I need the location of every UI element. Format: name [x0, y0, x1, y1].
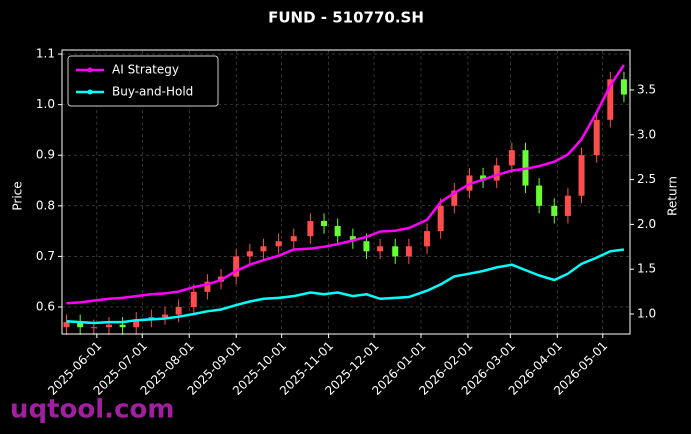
y2-tick-label: 1.5	[637, 262, 656, 276]
candle-body	[204, 281, 211, 292]
candle-body	[77, 322, 84, 328]
candle-body	[424, 231, 431, 247]
candle-body	[161, 314, 168, 318]
candle-body	[508, 150, 515, 166]
line-series	[66, 64, 625, 305]
candle-body	[321, 220, 328, 227]
candle-body	[90, 327, 97, 329]
legend-box	[67, 55, 219, 107]
candle-body	[551, 205, 558, 216]
chart-title: FUND - 510770.SH	[268, 9, 424, 27]
candle-body	[349, 236, 356, 242]
y-tick-label: 0.8	[36, 198, 55, 212]
y-tick-label: 1.1	[36, 47, 55, 61]
y2-tick-label: 2.5	[637, 172, 656, 186]
legend-label: AI Strategy	[112, 63, 179, 77]
candle-body	[593, 119, 600, 156]
candle-body	[246, 251, 253, 257]
candle-body	[405, 246, 412, 257]
legend-label: Buy-and-Hold	[112, 85, 193, 99]
candle-body	[275, 241, 282, 247]
candle-body	[334, 226, 341, 237]
watermark: uqtool.com	[10, 395, 174, 425]
candle-body	[290, 236, 297, 242]
candle-body	[607, 79, 614, 120]
candle-body	[119, 324, 126, 328]
candle-body	[175, 306, 182, 315]
candle-body	[260, 246, 267, 252]
legend-marker	[87, 89, 93, 95]
candle-body	[105, 324, 112, 328]
legend-marker	[87, 67, 93, 73]
plot-frame	[61, 49, 631, 335]
y2-tick-label: 1.0	[637, 307, 656, 321]
candle-body	[63, 322, 70, 328]
candle-body	[578, 155, 585, 196]
candle-body	[233, 256, 240, 277]
y2-tick-label: 2.0	[637, 217, 656, 231]
y-tick-label: 1.0	[36, 97, 55, 111]
legend: AI Strategy Buy-and-Hold	[67, 55, 219, 107]
candle-body	[564, 195, 571, 216]
candle-body	[392, 246, 399, 257]
y2-tick-label: 3.5	[637, 82, 656, 96]
candle-body	[493, 165, 500, 181]
candle-body	[437, 205, 444, 232]
y2-axis-label: Return	[666, 176, 680, 216]
candle-body	[307, 220, 314, 237]
y-tick-label: 0.7	[36, 249, 55, 263]
y-tick-label: 0.9	[36, 148, 55, 162]
candle-body	[536, 185, 543, 206]
y-tick-label: 0.6	[36, 299, 55, 313]
candle-body	[133, 319, 140, 328]
candle-body	[480, 175, 487, 181]
y-axis-label: Price	[11, 181, 25, 210]
y2-tick-label: 3.0	[637, 127, 656, 141]
line-series	[66, 248, 625, 325]
candle-body	[363, 241, 370, 252]
candle-body	[451, 190, 458, 206]
candle-body	[190, 291, 197, 307]
candle-body	[377, 246, 384, 252]
candle-body	[620, 79, 627, 95]
